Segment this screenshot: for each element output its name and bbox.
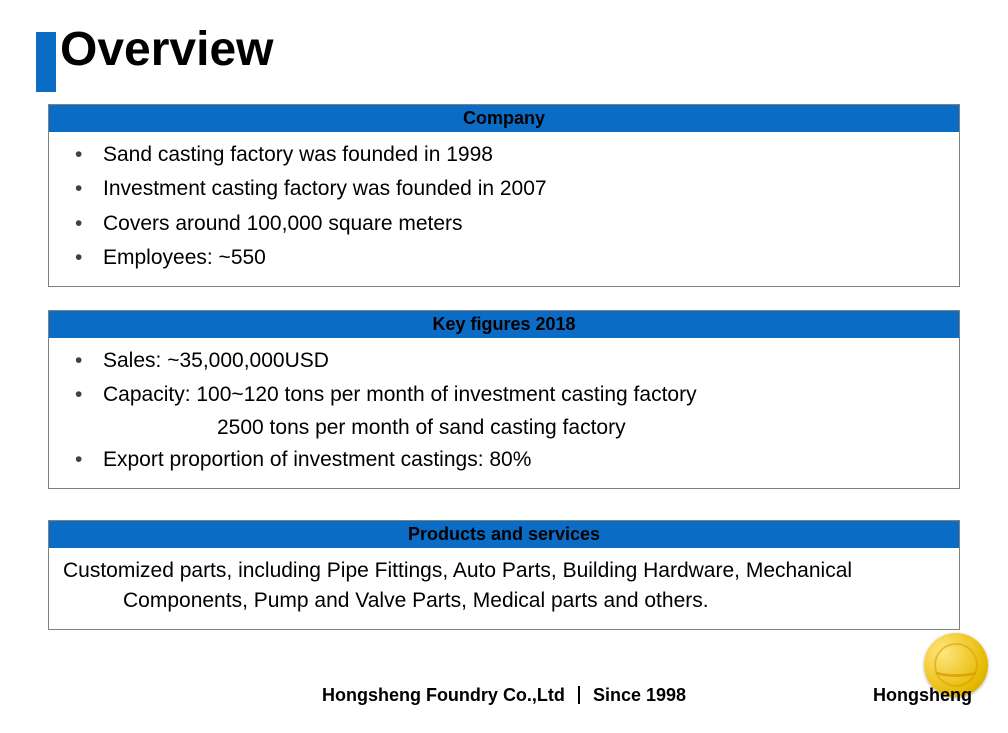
bullet-text: Investment casting factory was founded i… (103, 174, 947, 204)
footer-since: Since 1998 (593, 685, 686, 705)
section-key-figures: Key figures 2018 •Sales: ~35,000,000USD … (48, 310, 960, 489)
bullet-text: Capacity: 100~120 tons per month of inve… (103, 380, 947, 410)
slide: Overview Company •Sand casting factory w… (0, 0, 1008, 733)
bullet-item: •Capacity: 100~120 tons per month of inv… (61, 378, 947, 412)
section-company: Company •Sand casting factory was founde… (48, 104, 960, 287)
section-key-figures-body: •Sales: ~35,000,000USD •Capacity: 100~12… (49, 338, 959, 488)
bullet-item: •Covers around 100,000 square meters (61, 207, 947, 241)
logo-wave (932, 663, 980, 677)
bullet-text: Export proportion of investment castings… (103, 445, 947, 475)
bullet-icon: • (75, 140, 103, 170)
bullet-icon: • (75, 243, 103, 273)
footer-center: Hongsheng Foundry Co.,Ltd Since 1998 (0, 685, 1008, 706)
bullet-icon: • (75, 346, 103, 376)
bullet-text: Covers around 100,000 square meters (103, 209, 947, 239)
bullet-item: •Sales: ~35,000,000USD (61, 344, 947, 378)
section-products-header: Products and services (49, 521, 959, 548)
footer: Hongsheng Foundry Co.,Ltd Since 1998 Hon… (0, 685, 1008, 715)
bullet-item: •Sand casting factory was founded in 199… (61, 138, 947, 172)
section-key-figures-header: Key figures 2018 (49, 311, 959, 338)
bullet-item: •Employees: ~550 (61, 241, 947, 275)
products-text: Customized parts, including Pipe Fitting… (61, 554, 947, 619)
bullet-icon: • (75, 209, 103, 239)
title-accent-bar (36, 32, 56, 92)
bullet-icon: • (75, 174, 103, 204)
indented-line: 2500 tons per month of sand casting fact… (61, 413, 947, 443)
page-title: Overview (60, 22, 273, 77)
bullet-item: •Export proportion of investment casting… (61, 443, 947, 477)
section-company-header: Company (49, 105, 959, 132)
bullet-text: Sales: ~35,000,000USD (103, 346, 947, 376)
bullet-text: Sand casting factory was founded in 1998 (103, 140, 947, 170)
bullet-text: Employees: ~550 (103, 243, 947, 273)
bullet-item: •Investment casting factory was founded … (61, 172, 947, 206)
footer-separator-icon (578, 686, 580, 704)
section-company-body: •Sand casting factory was founded in 199… (49, 132, 959, 286)
products-paragraph: Customized parts, including Pipe Fitting… (63, 556, 947, 617)
bullet-icon: • (75, 380, 103, 410)
bullet-icon: • (75, 445, 103, 475)
section-products: Products and services Customized parts, … (48, 520, 960, 630)
footer-brand: Hongsheng (873, 685, 972, 706)
footer-company: Hongsheng Foundry Co.,Ltd (322, 685, 565, 705)
section-products-body: Customized parts, including Pipe Fitting… (49, 548, 959, 629)
